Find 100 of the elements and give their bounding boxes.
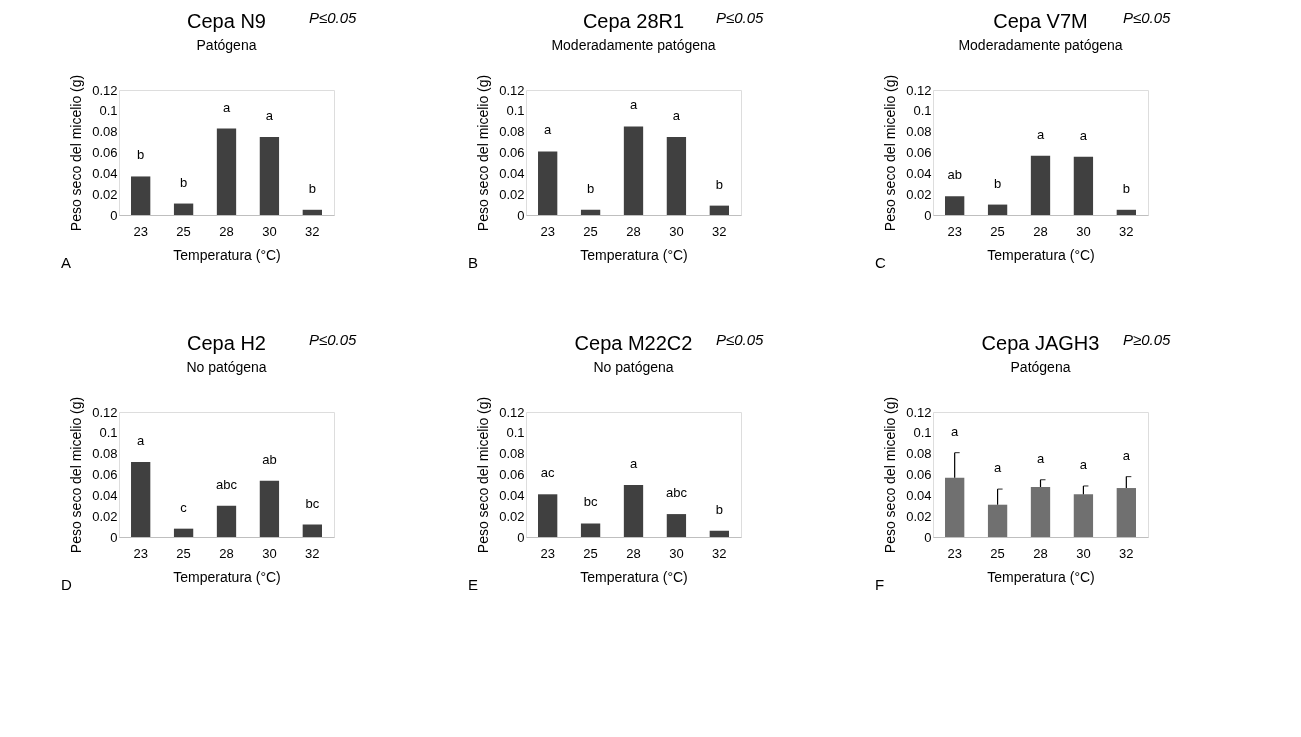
x-tick-label: 32: [712, 545, 727, 561]
bar: [216, 505, 237, 537]
x-tick-label: 30: [262, 223, 277, 239]
y-tick-label: 0.1: [99, 103, 118, 119]
annotation: b: [586, 180, 595, 196]
y-axis-title: Peso seco del micelio (g): [68, 74, 85, 232]
text: P≥0.05: [1123, 331, 1172, 348]
x-tick-label: 28: [219, 545, 234, 561]
y-tick-label: 0.02: [906, 508, 932, 524]
y-axis-title: Peso seco del micelio (g): [882, 396, 899, 554]
bar: [666, 136, 687, 215]
y-tick-label: 0.08: [499, 446, 525, 462]
text: P≤0.05: [309, 9, 358, 26]
annotation: a: [1036, 126, 1045, 142]
y-tick-label: 0.1: [913, 425, 932, 441]
y-tick-label: 0.06: [499, 145, 525, 160]
x-tick-label: 23: [133, 545, 148, 561]
annotation: a: [222, 99, 231, 115]
y-tick-label: 0: [110, 207, 118, 223]
y-tick-label: 0.06: [499, 467, 525, 482]
annotation: bc: [305, 495, 320, 511]
y-tick-label: 0: [517, 207, 525, 223]
bar: [709, 530, 729, 537]
y-tick-label: 0.1: [99, 425, 118, 441]
bar: [623, 484, 644, 537]
x-tick-label: 23: [540, 545, 555, 561]
y-tick-label: 0.08: [906, 124, 932, 140]
annotation: ab: [262, 451, 277, 467]
y-tick-label: 0.12: [92, 82, 118, 98]
bar: [987, 204, 1008, 215]
x-tick-label: 30: [669, 223, 684, 239]
bar: [259, 480, 280, 537]
text: P≤0.05: [716, 9, 765, 26]
x-tick-label: 28: [1033, 223, 1048, 239]
bar: [131, 176, 151, 215]
x-tick-label: 25: [583, 545, 598, 561]
annotation: b: [137, 147, 145, 163]
y-tick-label: 0.02: [906, 186, 932, 202]
chart-subtitle: Patógena: [1010, 359, 1071, 375]
y-tick-label: 0.08: [92, 446, 118, 462]
bar: [666, 514, 687, 537]
bar: [580, 209, 601, 215]
y-tick-label: 0.08: [499, 124, 525, 140]
annotation: a: [629, 455, 638, 471]
y-tick-label: 0.04: [92, 165, 118, 181]
x-tick-label: 30: [1076, 545, 1091, 561]
bar: [1030, 155, 1051, 215]
bar: [1116, 209, 1136, 215]
chart-title: Cepa V7M: [993, 10, 1088, 32]
bar: [259, 136, 280, 215]
y-tick-label: 0.02: [92, 186, 118, 202]
annotation: abc: [665, 485, 688, 501]
annotation: b: [993, 175, 1002, 191]
x-axis-title: Temperatura (°C): [173, 246, 281, 263]
bar: [580, 523, 601, 537]
annotation: bc: [583, 494, 598, 510]
annotation: b: [179, 174, 188, 190]
bar: [1116, 488, 1136, 537]
x-tick-label: 23: [947, 545, 962, 561]
x-axis-title: Temperatura (°C): [580, 246, 688, 263]
bar: [538, 494, 558, 537]
y-axis-title: Peso seco del micelio (g): [68, 396, 85, 554]
y-tick-label: 0.1: [913, 103, 932, 119]
y-tick-label: 0.04: [499, 165, 525, 181]
annotation: c: [180, 499, 188, 515]
bar: [945, 477, 965, 537]
annotation: abc: [216, 476, 238, 492]
chart-title: Cepa H2: [187, 332, 266, 354]
y-tick-label: 0.12: [499, 82, 525, 98]
y-tick-label: 0.12: [906, 82, 932, 98]
bar: [131, 462, 151, 537]
annotation: a: [629, 97, 638, 113]
x-tick-label: 28: [219, 223, 234, 239]
x-axis-title: Temperatura (°C): [987, 568, 1095, 585]
text: A: [61, 254, 72, 271]
annotation: b: [715, 501, 723, 517]
x-tick-label: 28: [1033, 545, 1048, 561]
x-tick-label: 25: [990, 545, 1005, 561]
chart-title: Cepa 28R1: [582, 10, 685, 32]
annotation: a: [137, 433, 146, 448]
x-tick-label: 30: [1076, 223, 1091, 239]
text: E: [468, 576, 479, 593]
annotation: b: [1122, 180, 1130, 196]
y-tick-label: 0: [924, 529, 932, 545]
y-tick-label: 0.06: [92, 467, 118, 482]
y-tick-label: 0.04: [92, 487, 118, 503]
chart-title: Cepa N9: [187, 10, 266, 32]
text: F: [875, 576, 885, 593]
x-tick-label: 32: [305, 545, 320, 561]
bar: [538, 151, 558, 215]
annotation: a: [1036, 450, 1045, 466]
annotation: a: [672, 107, 681, 123]
y-tick-label: 0.04: [499, 487, 525, 503]
chart-subtitle: No patógena: [593, 359, 674, 375]
text: P≤0.05: [1123, 9, 1172, 26]
y-axis-title: Peso seco del micelio (g): [475, 396, 492, 554]
bar: [173, 203, 194, 215]
bar: [216, 128, 237, 215]
chart-subtitle: No patógena: [186, 359, 267, 375]
x-tick-label: 28: [626, 545, 641, 561]
